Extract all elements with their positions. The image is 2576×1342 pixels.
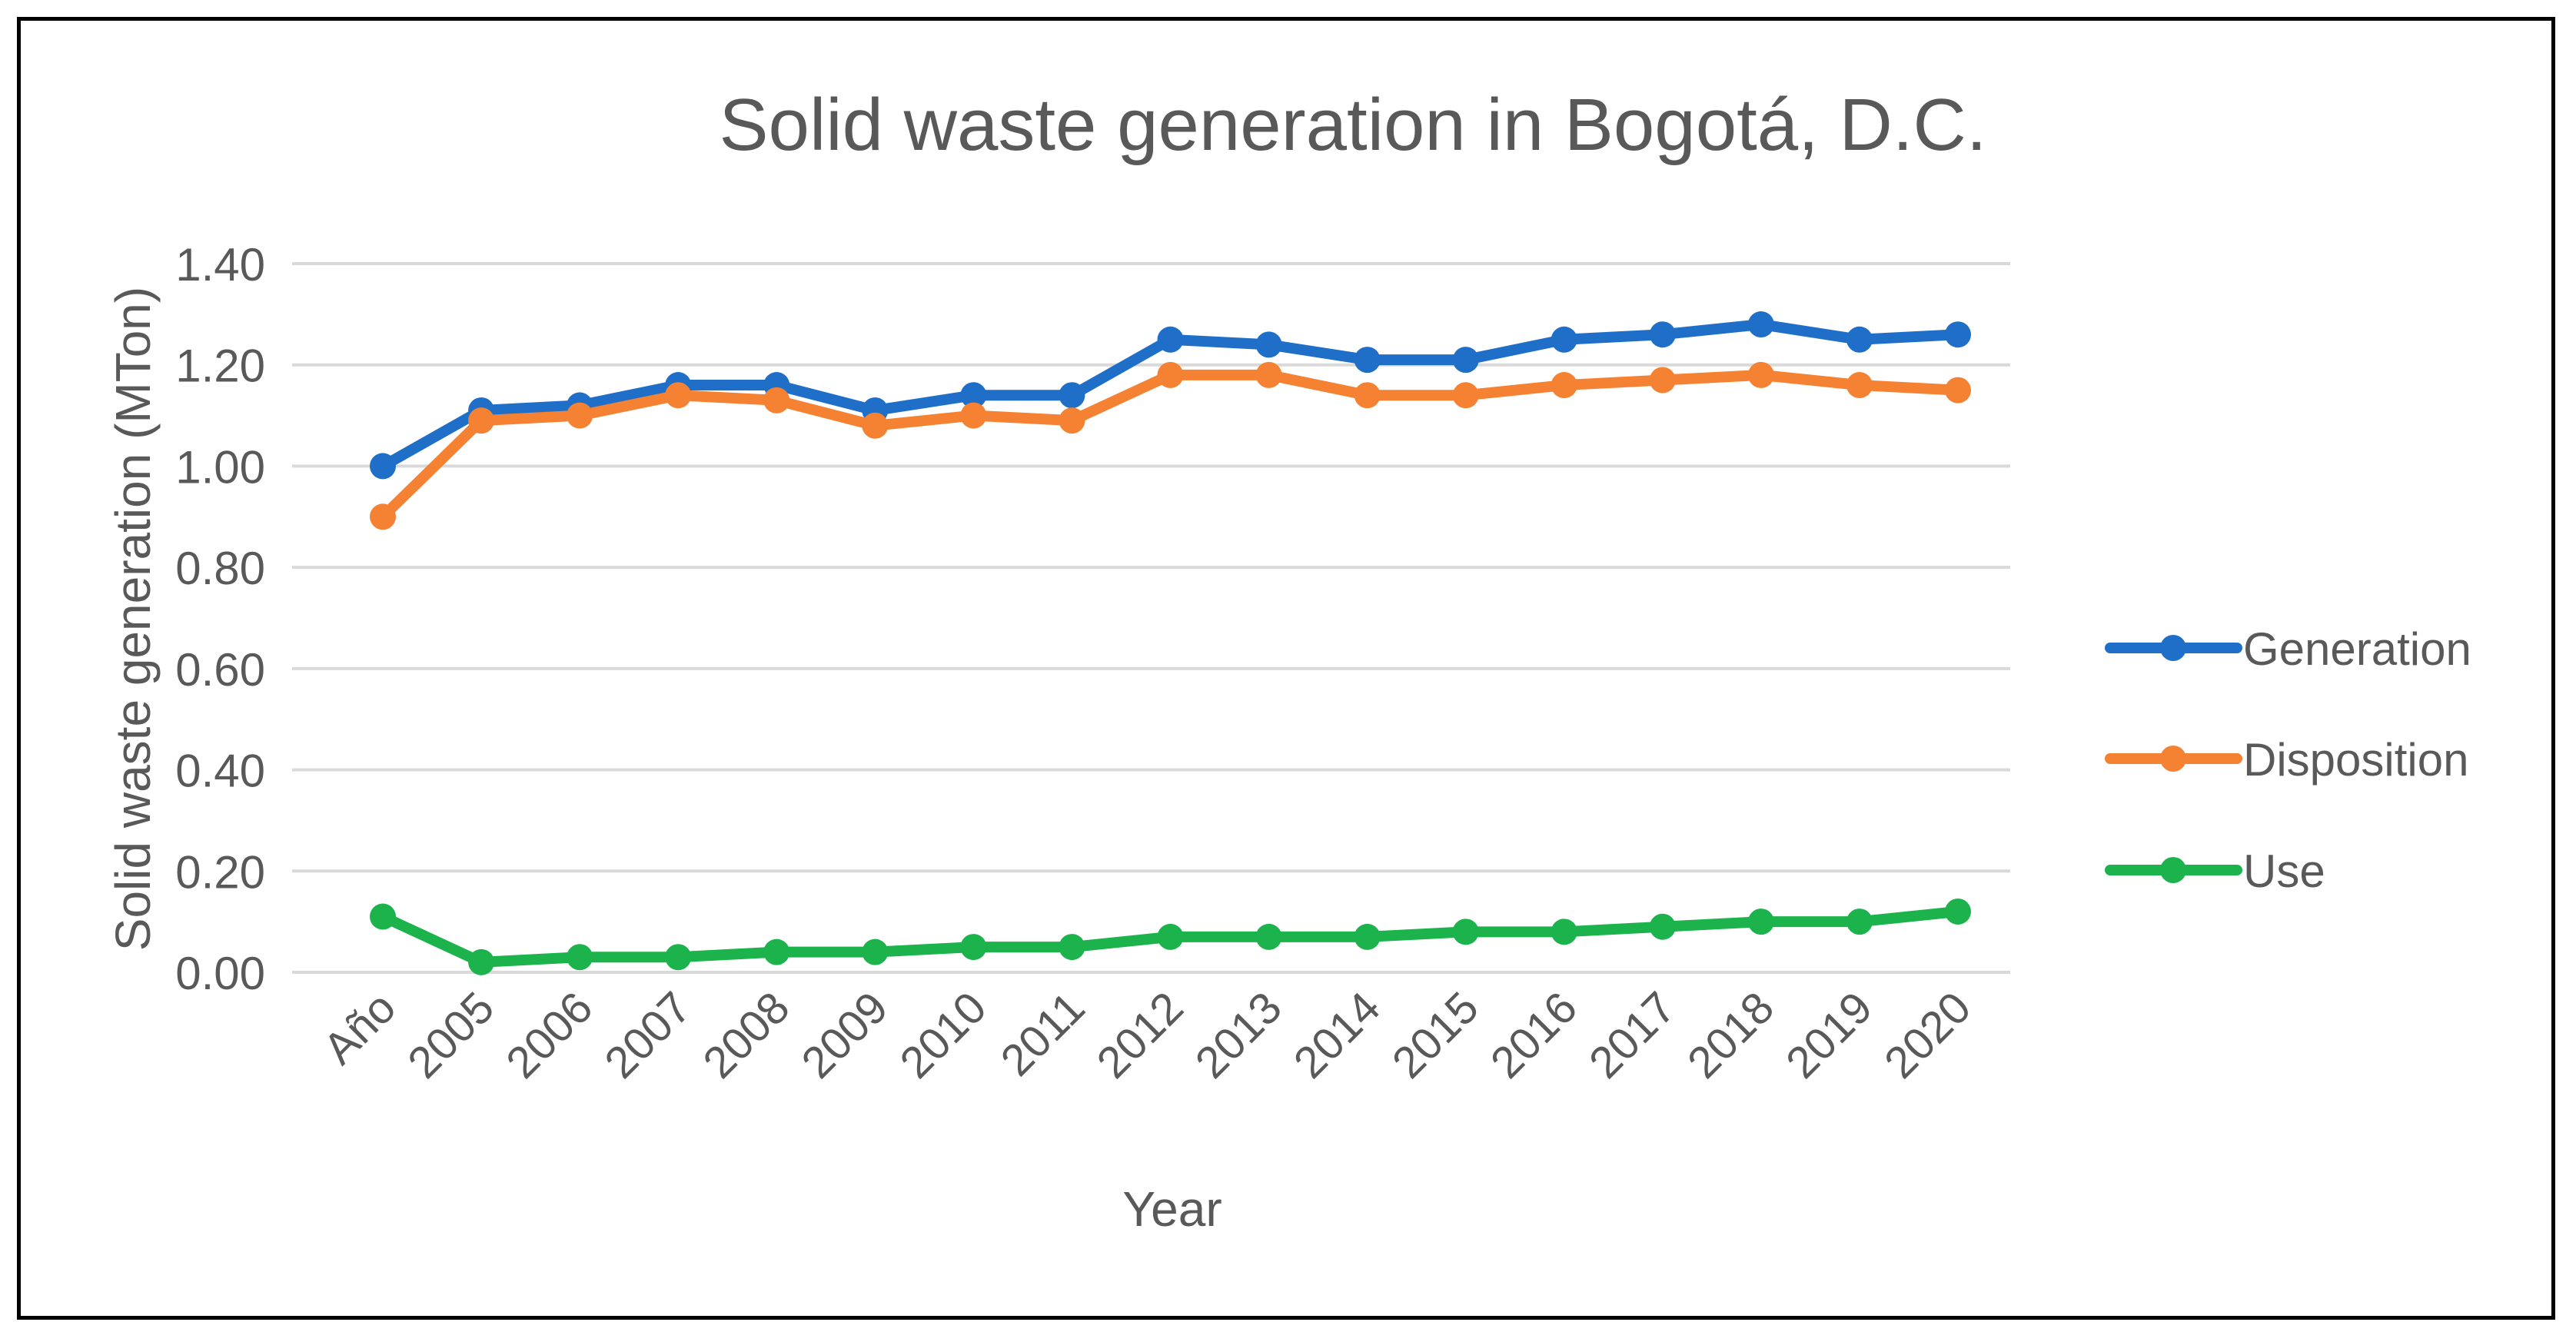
x-tick-label: 2015 <box>1383 982 1488 1088</box>
x-tick-label: 2006 <box>497 982 602 1088</box>
y-tick-label: 0.60 <box>175 644 265 696</box>
x-axis-label: Year <box>1122 1181 1222 1237</box>
x-tick-label: 2012 <box>1087 982 1192 1088</box>
data-point <box>1452 347 1479 374</box>
data-point <box>763 938 790 965</box>
legend-label: Generation <box>2243 623 2471 675</box>
y-tick-label: 0.20 <box>175 846 265 898</box>
data-point <box>1354 923 1381 950</box>
data-point <box>1059 382 1085 409</box>
data-point <box>763 387 790 414</box>
data-point <box>862 412 889 439</box>
data-point <box>1157 326 1184 353</box>
data-point <box>1255 923 1282 950</box>
legend-marker <box>2160 857 2186 883</box>
data-point <box>1551 326 1577 353</box>
x-tick-label: 2018 <box>1678 982 1783 1088</box>
legend-item-generation: Generation <box>2105 623 2471 675</box>
x-tick-label: 2014 <box>1285 982 1390 1088</box>
data-point <box>1649 367 1676 394</box>
y-tick-label: 0.00 <box>175 948 265 999</box>
data-point <box>960 934 987 961</box>
data-point <box>1452 382 1479 409</box>
data-point <box>1945 898 1971 925</box>
x-tick-label: 2010 <box>890 982 995 1088</box>
series-generation <box>370 311 1971 480</box>
legend-label: Disposition <box>2243 734 2468 786</box>
data-point <box>1846 372 1873 399</box>
gridlines <box>292 262 2010 974</box>
y-axis-label: Solid waste generation (MTon) <box>105 287 161 951</box>
legend-item-disposition: Disposition <box>2105 734 2468 786</box>
x-axis-ticks: Año2005200620072008200920102011201220132… <box>314 982 1980 1088</box>
series-group <box>370 311 1971 975</box>
legend-item-use: Use <box>2105 845 2325 897</box>
x-tick-label: 2007 <box>595 982 700 1088</box>
legend: Generation Disposition Use <box>2105 623 2471 897</box>
data-point <box>1846 326 1873 353</box>
chart-title: Solid waste generation in Bogotá, D.C. <box>720 84 1987 166</box>
data-point <box>567 944 593 971</box>
x-tick-label: 2019 <box>1777 982 1882 1088</box>
x-tick-label: 2017 <box>1580 982 1685 1088</box>
series-disposition <box>370 361 1971 530</box>
data-point <box>370 453 396 480</box>
data-point <box>960 402 987 429</box>
data-point <box>862 938 889 965</box>
y-tick-label: 1.00 <box>175 441 265 493</box>
x-tick-label: 2005 <box>398 982 504 1088</box>
data-point <box>1551 918 1577 945</box>
data-point <box>1649 321 1676 348</box>
x-tick-label: 2016 <box>1481 982 1587 1088</box>
x-tick-label: Año <box>314 982 405 1074</box>
data-point <box>1846 909 1873 935</box>
data-point <box>1354 347 1381 374</box>
data-point <box>1255 331 1282 358</box>
data-point <box>1747 311 1774 338</box>
data-point <box>1747 909 1774 935</box>
data-point <box>1157 923 1184 950</box>
data-point <box>665 382 692 409</box>
x-tick-label: 2020 <box>1875 982 1980 1088</box>
data-point <box>370 903 396 930</box>
x-tick-label: 2011 <box>991 982 1094 1085</box>
x-tick-label: 2008 <box>693 982 799 1088</box>
data-point <box>1945 377 1971 404</box>
data-point <box>1059 407 1085 434</box>
data-point <box>468 948 495 975</box>
series-use <box>370 898 1971 975</box>
data-point <box>960 382 987 409</box>
y-tick-label: 1.20 <box>175 340 265 392</box>
y-tick-label: 0.40 <box>175 746 265 797</box>
data-point <box>665 944 692 971</box>
x-tick-label: 2009 <box>792 982 897 1088</box>
data-point <box>1747 361 1774 388</box>
data-point <box>567 402 593 429</box>
y-axis-ticks: 0.00 0.20 0.40 0.60 0.80 1.00 1.20 1.40 <box>175 239 265 999</box>
y-tick-label: 0.80 <box>175 543 265 594</box>
legend-marker <box>2160 635 2186 661</box>
legend-marker <box>2160 746 2186 772</box>
data-point <box>1452 918 1479 945</box>
data-point <box>1649 913 1676 940</box>
y-tick-label: 1.40 <box>175 239 265 291</box>
data-point <box>1354 382 1381 409</box>
x-tick-label: 2013 <box>1186 982 1291 1088</box>
data-point <box>468 407 495 434</box>
data-point <box>1157 361 1184 388</box>
data-point <box>1255 361 1282 388</box>
data-point <box>1551 372 1577 399</box>
data-point <box>1059 934 1085 961</box>
data-point <box>1945 321 1971 348</box>
legend-label: Use <box>2243 845 2325 897</box>
data-point <box>370 503 396 530</box>
